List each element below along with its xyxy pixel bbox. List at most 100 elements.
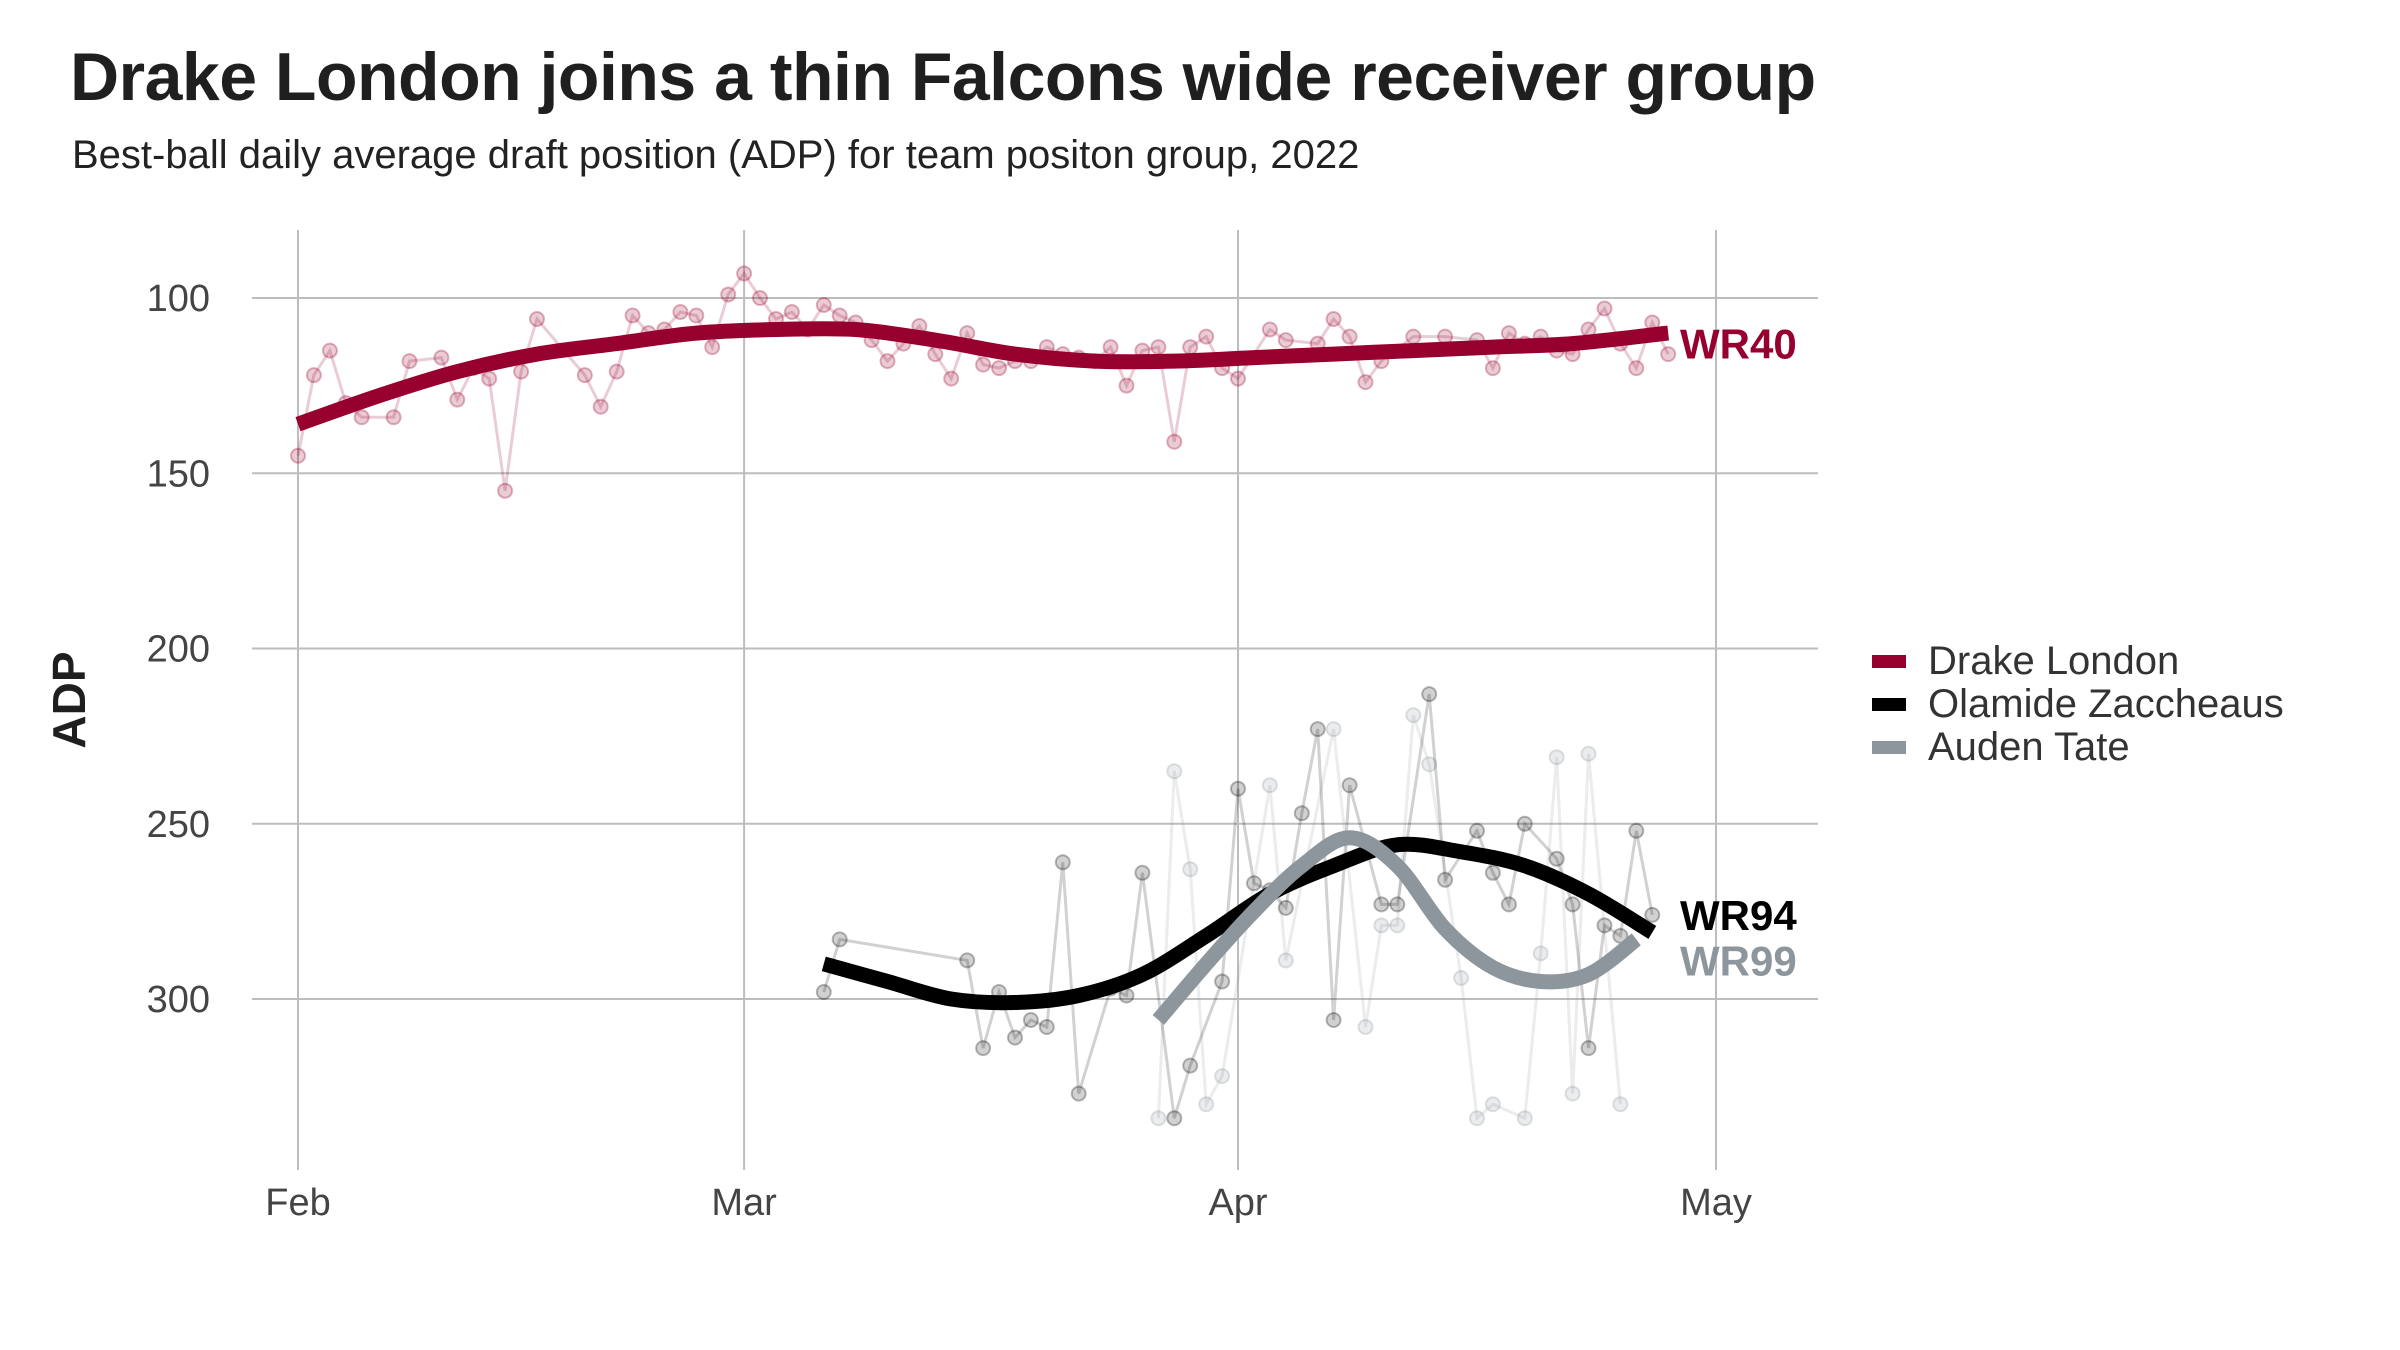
olamide-zaccheaus-daily-point xyxy=(831,931,848,948)
drake-london-daily-point xyxy=(736,265,753,282)
drake-london-daily-point xyxy=(943,370,960,387)
drake-london-daily-point xyxy=(1660,346,1677,363)
drake-london-daily-point xyxy=(927,346,944,363)
olamide-zaccheaus-daily-point xyxy=(1277,899,1294,916)
drake-london-daily-point xyxy=(321,342,338,359)
drake-london-daily-point xyxy=(672,304,689,320)
auden-tate-daily-point xyxy=(1150,1110,1167,1127)
drake-london-daily-point xyxy=(720,286,737,303)
drake-london-daily-series xyxy=(290,265,1677,499)
olamide-zaccheaus-daily-point xyxy=(1007,1029,1023,1046)
legend-swatch-drake-london xyxy=(1872,655,1906,668)
drake-london-daily-point xyxy=(1166,433,1183,450)
tick-labels: 100 150 200 250 300 Feb Mar Apr May xyxy=(147,278,1752,1224)
smoothed-trend-lines xyxy=(295,321,1669,1025)
drake-london-daily-line xyxy=(296,270,1670,492)
auden-tate-daily-point xyxy=(1548,749,1565,766)
drake-london-daily-point xyxy=(1182,339,1199,356)
x-tick-label-apr: Apr xyxy=(1208,1182,1267,1224)
olamide-zaccheaus-daily-point xyxy=(959,952,976,969)
olamide-zaccheaus-daily-point xyxy=(1070,1085,1087,1102)
auden-tate-daily-line xyxy=(1156,714,1622,1122)
auden-tate-daily-point xyxy=(1453,970,1470,986)
olamide-zaccheaus-daily-point xyxy=(1246,875,1262,892)
olamide-zaccheaus-daily-point xyxy=(1469,822,1485,839)
drake-london-daily-point xyxy=(576,367,593,384)
drake-london-daily-point xyxy=(783,304,800,320)
drake-london-daily-point xyxy=(1357,374,1374,391)
auden-tate-daily-point xyxy=(1469,1110,1485,1127)
drake-london-end-label: WR40 xyxy=(1680,321,1797,368)
auden-tate-daily-point xyxy=(1166,763,1183,780)
olamide-zaccheaus-daily-point xyxy=(1596,917,1613,934)
drake-london-daily-point xyxy=(1261,321,1278,338)
drake-london-daily-point xyxy=(879,353,896,370)
drake-london-daily-point xyxy=(1198,328,1215,345)
drake-london-daily-point xyxy=(1500,325,1517,342)
drake-london-daily-point xyxy=(497,482,514,499)
x-tick-label-mar: Mar xyxy=(711,1182,777,1224)
drake-london-daily-point xyxy=(752,290,768,306)
olamide-zaccheaus-daily-line xyxy=(822,693,1654,1119)
auden-tate-daily-point xyxy=(1389,917,1406,934)
drake-london-daily-point xyxy=(688,307,705,324)
drake-london-daily-point xyxy=(1484,360,1501,377)
y-tick-label-200: 200 xyxy=(147,629,210,671)
drake-london-daily-point xyxy=(1325,311,1342,327)
olamide-zaccheaus-trend-line xyxy=(821,836,1657,1011)
olamide-zaccheaus-daily-point xyxy=(1325,1012,1342,1028)
olamide-zaccheaus-daily-point xyxy=(1293,805,1310,822)
auden-tate-daily-point xyxy=(1182,861,1199,878)
auden-tate-daily-point xyxy=(1214,1068,1231,1085)
olamide-zaccheaus-daily-point xyxy=(1309,721,1326,738)
olamide-zaccheaus-daily-point xyxy=(1644,906,1661,923)
auden-tate-end-label: WR99 xyxy=(1680,937,1797,984)
auden-tate-daily-series xyxy=(1150,707,1629,1127)
olamide-zaccheaus-daily-point xyxy=(1580,1040,1597,1057)
olamide-zaccheaus-daily-point xyxy=(1421,686,1438,703)
olamide-zaccheaus-daily-point xyxy=(1564,896,1581,913)
olamide-zaccheaus-daily-point xyxy=(1022,1012,1039,1028)
drake-london-daily-point xyxy=(704,339,721,356)
olamide-zaccheaus-daily-point xyxy=(815,984,832,1000)
drake-london-daily-point xyxy=(624,307,641,324)
x-tick-label-may: May xyxy=(1680,1182,1752,1224)
olamide-zaccheaus-daily-point xyxy=(1054,854,1071,871)
olamide-zaccheaus-daily-point xyxy=(1500,896,1517,913)
legend-item-olamide-zaccheaus: Olamide Zaccheaus xyxy=(1872,682,2284,726)
olamide-zaccheaus-daily-point xyxy=(1628,822,1645,839)
drake-london-daily-point xyxy=(1341,328,1358,345)
auden-tate-daily-point xyxy=(1405,707,1422,724)
drake-london-daily-point xyxy=(815,297,832,313)
auden-tate-daily-point xyxy=(1373,917,1390,934)
drake-london-daily-point xyxy=(529,311,545,327)
drake-london-daily-point xyxy=(1405,328,1422,345)
auden-tate-daily-point xyxy=(1580,745,1597,762)
x-tick-label-feb: Feb xyxy=(265,1182,330,1224)
legend-label-olamide-zaccheaus: Olamide Zaccheaus xyxy=(1928,682,2284,726)
olamide-zaccheaus-daily-point xyxy=(1341,777,1358,794)
olamide-zaccheaus-daily-point xyxy=(1230,780,1246,797)
olamide-zaccheaus-daily-point xyxy=(975,1040,992,1057)
olamide-zaccheaus-daily-point xyxy=(1134,864,1151,881)
drake-london-daily-point xyxy=(401,353,418,370)
olamide-zaccheaus-daily-point xyxy=(1038,1019,1055,1035)
chart-subtitle: Best-ball daily average draft position (… xyxy=(72,133,1360,177)
chart-title: Drake London joins a thin Falcons wide r… xyxy=(70,39,1816,115)
legend-label-auden-tate: Auden Tate xyxy=(1928,725,2130,769)
olamide-zaccheaus-daily-point xyxy=(1437,871,1454,888)
drake-london-daily-point xyxy=(975,356,992,373)
drake-london-daily-point xyxy=(481,370,498,387)
drake-london-daily-point xyxy=(1596,300,1613,317)
olamide-zaccheaus-daily-point xyxy=(1373,896,1390,913)
drake-london-daily-point xyxy=(433,349,450,366)
drake-london-daily-point xyxy=(449,391,466,408)
y-tick-label-150: 150 xyxy=(147,453,210,495)
drake-london-daily-point xyxy=(592,398,609,415)
auden-tate-daily-point xyxy=(1325,721,1342,738)
auden-tate-daily-point xyxy=(1532,945,1549,962)
olamide-zaccheaus-end-label: WR94 xyxy=(1680,892,1797,939)
olamide-zaccheaus-daily-point xyxy=(1484,864,1501,881)
